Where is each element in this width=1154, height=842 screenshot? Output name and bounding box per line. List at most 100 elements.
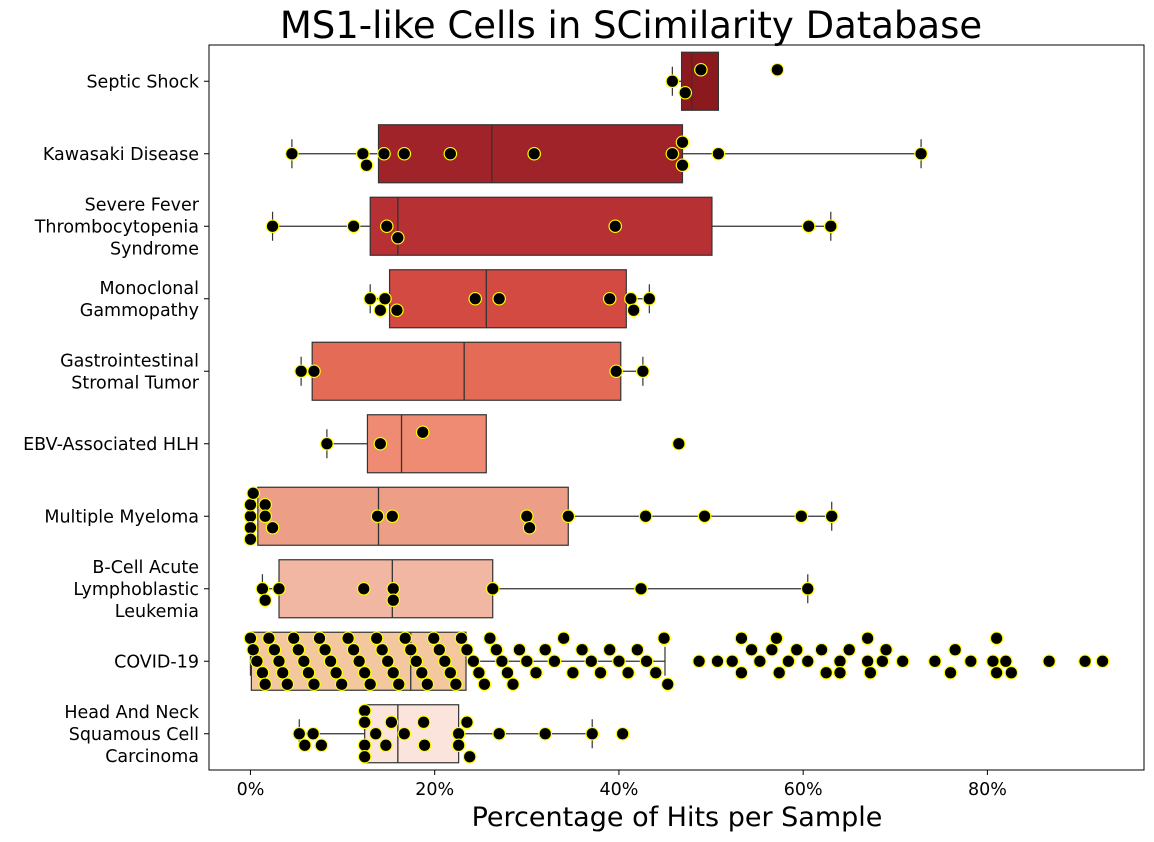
data-point (449, 677, 463, 692)
data-point (306, 726, 320, 741)
x-tick-label: 80% (968, 780, 1007, 800)
data-point (243, 520, 258, 535)
data-point (265, 520, 280, 535)
data-point (320, 436, 334, 451)
data-point (385, 509, 400, 524)
y-tick-label: Severe Fever (85, 195, 200, 215)
data-point (275, 665, 290, 680)
box (278, 559, 494, 619)
data-point (243, 509, 258, 524)
data-point (357, 749, 372, 764)
data-point (379, 738, 393, 753)
data-point (948, 642, 962, 657)
box (257, 486, 569, 546)
category-group (243, 486, 839, 547)
data-point (529, 665, 543, 680)
data-point (451, 738, 466, 753)
data-point (609, 364, 623, 379)
data-point (292, 726, 307, 741)
data-point (1095, 654, 1110, 669)
data-point (621, 665, 635, 680)
data-point (914, 146, 928, 161)
data-point (489, 642, 504, 657)
data-point (243, 532, 258, 547)
data-point (363, 291, 378, 306)
data-point (710, 654, 725, 669)
data-point (357, 715, 372, 730)
data-point (989, 665, 1004, 680)
x-axis-label: Percentage of Hits per Sample (472, 802, 883, 833)
data-point (379, 219, 394, 234)
data-point (801, 219, 816, 234)
x-tick-label: 40% (599, 780, 638, 800)
data-point (363, 677, 378, 692)
data-point (823, 219, 838, 234)
data-point (391, 677, 406, 692)
data-point (1042, 654, 1056, 669)
data-point (824, 509, 839, 524)
data-point (297, 654, 311, 669)
data-point (665, 74, 680, 89)
category-group (265, 196, 838, 256)
data-point (262, 631, 276, 646)
x-axis: 0% 20% 40% 60% 80% (237, 770, 1007, 800)
box (680, 51, 720, 111)
category-group (320, 414, 686, 474)
data-point (454, 631, 469, 646)
data-point (895, 654, 910, 669)
data-point (500, 665, 515, 680)
data-point (879, 642, 893, 657)
y-tick-label: Squamous Cell (69, 725, 199, 745)
data-point (672, 436, 686, 451)
data-point (472, 665, 486, 680)
y-tick-label: Gastrointestinal (60, 351, 199, 371)
data-point (642, 291, 657, 306)
data-point (538, 726, 553, 741)
data-point (547, 654, 562, 669)
data-point (863, 665, 878, 680)
data-point (819, 665, 833, 680)
data-point (460, 715, 474, 730)
data-point (272, 581, 286, 596)
box (369, 196, 713, 256)
data-point (373, 436, 388, 451)
data-point (346, 219, 361, 234)
data-point (697, 509, 712, 524)
data-point (744, 642, 759, 657)
data-point (624, 291, 638, 306)
data-point (495, 654, 509, 669)
data-point (443, 146, 458, 161)
y-tick-label: Multiple Myeloma (44, 507, 199, 527)
data-point (561, 509, 576, 524)
data-point (258, 497, 272, 512)
data-point (800, 581, 815, 596)
data-point (694, 62, 708, 77)
data-point (318, 642, 332, 657)
data-point (286, 631, 301, 646)
data-point (575, 642, 589, 657)
data-point (483, 631, 497, 646)
data-point (356, 146, 370, 161)
plot-area (243, 51, 1110, 764)
data-point (380, 654, 395, 669)
box (377, 124, 684, 184)
data-point (356, 581, 371, 596)
x-tick-label: 20% (415, 780, 454, 800)
data-point (512, 642, 527, 657)
y-axis: Septic Shock Kawasaki Disease Severe Fever… (23, 72, 209, 767)
data-point (386, 593, 401, 608)
data-point (492, 291, 506, 306)
data-point (989, 631, 1004, 646)
data-point (258, 677, 272, 692)
data-point (397, 146, 412, 161)
data-point (814, 642, 829, 657)
data-point (280, 677, 295, 692)
data-point (377, 146, 391, 161)
data-point (585, 726, 600, 741)
data-point (602, 642, 617, 657)
data-point (386, 581, 401, 596)
data-point (725, 654, 740, 669)
data-point (734, 631, 749, 646)
data-point (357, 665, 372, 680)
category-group (294, 341, 650, 401)
